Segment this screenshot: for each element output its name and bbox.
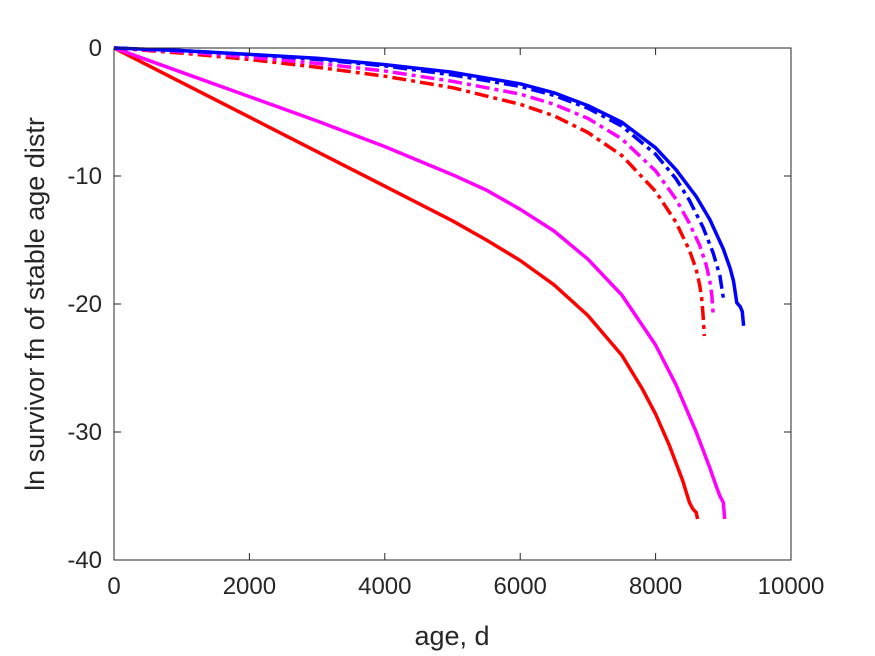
x-axis-ticks: 0 2000 4000 6000 8000 10000	[107, 48, 824, 600]
plot-area	[114, 48, 791, 560]
series-line-2	[113, 46, 727, 520]
y-tick-label: -20	[67, 291, 102, 318]
x-tick-label: 2000	[223, 573, 276, 600]
series-line-4	[113, 46, 715, 314]
x-tick-label: 6000	[494, 573, 547, 600]
plot-frame	[113, 47, 792, 561]
y-tick-label: -10	[67, 163, 102, 190]
series-line-3	[113, 46, 707, 337]
x-tick-label: 10000	[758, 573, 825, 600]
series-line-6	[113, 46, 746, 326]
series-layer	[113, 46, 746, 520]
y-tick-label: -40	[67, 547, 102, 574]
x-axis-label: age, d	[414, 621, 489, 651]
x-tick-label: 4000	[358, 573, 411, 600]
x-tick-label: 0	[107, 573, 120, 600]
y-tick-label: 0	[89, 35, 102, 62]
series-line-1	[113, 46, 700, 520]
y-axis-ticks: 0 -10 -20 -30 -40	[67, 35, 791, 574]
y-axis-label: ln survivor fn of stable age distr	[20, 117, 50, 491]
x-tick-label: 8000	[629, 573, 682, 600]
y-tick-label: -30	[67, 419, 102, 446]
